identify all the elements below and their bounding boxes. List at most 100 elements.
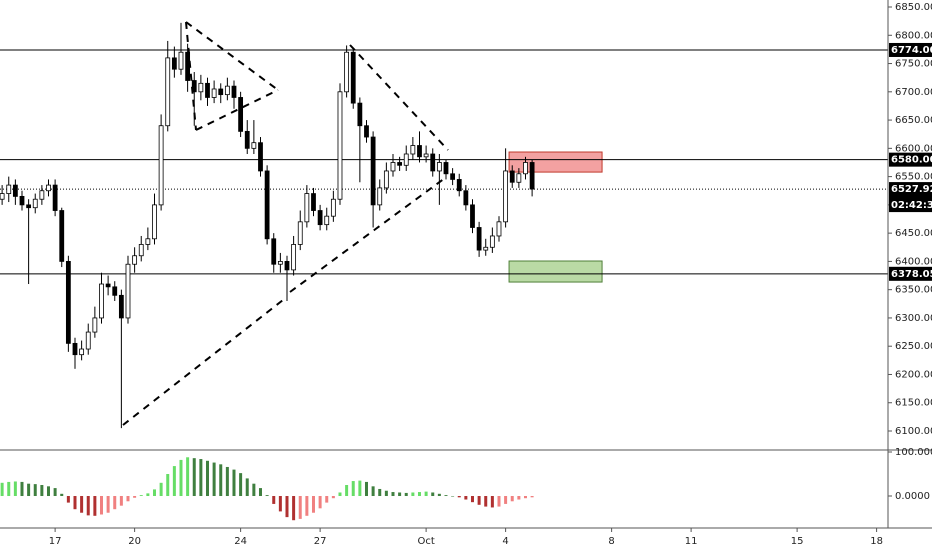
candle-body: [423, 153, 429, 158]
histogram-bar: [258, 488, 262, 497]
histogram-bar: [159, 482, 163, 497]
candle-body: [158, 125, 164, 206]
y-tick-label: 6200.00: [895, 369, 932, 380]
x-tick-label: 4: [502, 536, 508, 547]
candle-body: [191, 80, 197, 93]
histogram-bar: [199, 459, 203, 497]
candle-body: [529, 162, 535, 190]
candle-body: [264, 170, 270, 240]
candle-body: [284, 261, 290, 271]
x-tick-label: 27: [314, 536, 327, 547]
histogram-bar: [278, 496, 282, 512]
candle-body: [171, 57, 177, 70]
candle-body: [271, 238, 277, 265]
candle-body: [165, 57, 171, 127]
trend-line: [349, 44, 449, 151]
histogram-bar: [411, 492, 415, 497]
x-tick-label: 11: [685, 536, 698, 547]
candle-body: [19, 195, 25, 206]
histogram-bar: [345, 485, 349, 497]
candle-body: [450, 173, 456, 180]
zone: [508, 151, 603, 173]
y-tick-label: 6850.00: [895, 2, 932, 13]
histogram-bar: [40, 485, 44, 497]
histogram-bar: [99, 496, 103, 515]
candle-body: [138, 244, 144, 257]
histogram-bar: [106, 496, 110, 513]
candle-body: [132, 255, 138, 265]
histogram-bar: [166, 474, 170, 497]
histogram-bar: [232, 469, 236, 497]
y-tick-label: 6600.00: [895, 143, 932, 154]
histogram-bar: [523, 496, 527, 499]
candle-body: [105, 283, 111, 288]
candle-body: [430, 153, 436, 172]
candle-body: [198, 82, 204, 93]
histogram-bar: [205, 460, 209, 497]
y-tick-label: 0.0000: [895, 491, 930, 502]
histogram-bar: [139, 495, 143, 497]
y-tick-label: 6650.00: [895, 115, 932, 126]
candle-body: [403, 153, 409, 166]
histogram-bar: [451, 496, 455, 497]
histogram-bar: [510, 496, 514, 502]
candle-body: [92, 317, 98, 333]
candle-body: [277, 261, 283, 265]
x-tick-label: 8: [608, 536, 614, 547]
countdown: 02:42:34: [891, 200, 932, 211]
histogram-bar: [305, 496, 309, 516]
candle-body: [383, 170, 389, 189]
histogram-bar: [186, 457, 190, 497]
histogram-bar: [371, 486, 375, 497]
candle-body: [476, 227, 482, 251]
y-tick-label: 6300.00: [895, 313, 932, 324]
histogram-bar: [66, 496, 70, 503]
y-tick-label: 6250.00: [895, 341, 932, 352]
candle-body: [370, 136, 376, 206]
candle-body: [185, 51, 191, 81]
candle-body: [251, 142, 257, 149]
x-tick-label: 24: [234, 536, 247, 547]
candle-body: [244, 130, 250, 149]
level-label: 6580.00: [891, 155, 932, 166]
trend-line: [289, 177, 446, 293]
trend-line: [185, 21, 279, 91]
histogram-bar: [437, 493, 441, 497]
candle-body: [417, 145, 422, 158]
level-tag: [889, 42, 932, 57]
histogram-bar: [20, 481, 24, 497]
histogram-bar: [212, 462, 216, 497]
candle-body: [317, 210, 323, 226]
histogram-bar: [93, 496, 97, 516]
histogram-bar: [0, 482, 4, 497]
y-tick-label: 6150.00: [895, 398, 932, 409]
y-tick-label: 6400.00: [895, 256, 932, 267]
candle-body: [211, 88, 217, 98]
histogram-bar: [219, 464, 223, 497]
trend-lines: [122, 21, 449, 426]
candle-body: [463, 190, 469, 206]
histogram-bar: [384, 490, 388, 497]
histogram-bar: [484, 496, 488, 507]
histogram-bar: [272, 496, 276, 504]
y-tick-label: 6550.00: [895, 172, 932, 183]
histogram-bar: [338, 492, 342, 497]
level-tag: [889, 266, 932, 281]
level-label: 6774.00: [891, 45, 932, 56]
candle-body: [258, 142, 263, 172]
histogram-bar: [146, 493, 150, 497]
candle-body: [238, 97, 244, 132]
histogram-bar: [378, 488, 382, 497]
histogram-bar: [126, 496, 130, 502]
candle-body: [311, 193, 316, 211]
candle-body: [483, 246, 489, 251]
histogram-bar: [391, 492, 395, 497]
level-label: 6378.05: [891, 269, 932, 280]
histogram-bar: [364, 481, 368, 497]
candle-body: [99, 283, 104, 319]
x-tick-label: Oct: [417, 536, 434, 547]
histogram-bar: [152, 489, 156, 497]
trend-line: [185, 21, 197, 131]
y-tick-label: 6800.00: [895, 30, 932, 41]
